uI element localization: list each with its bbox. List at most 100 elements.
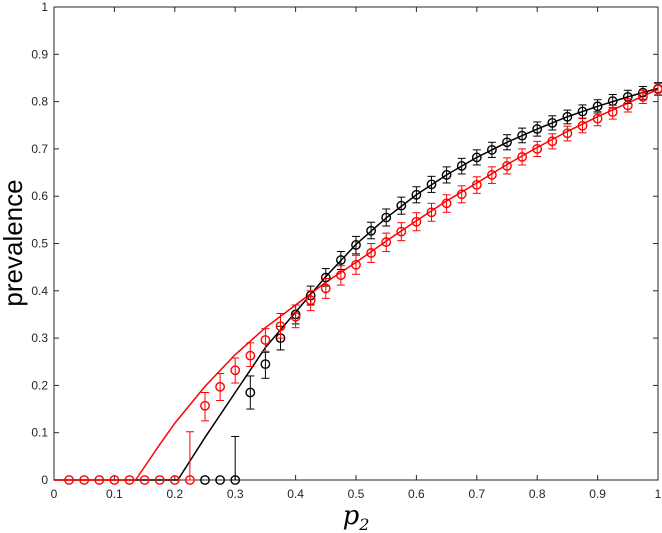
y-tick-label: 1 <box>41 0 48 14</box>
x-tick-label: 0.4 <box>287 487 304 501</box>
series-1-point <box>245 342 256 367</box>
series-0-point <box>260 351 271 379</box>
data-marker <box>562 128 573 139</box>
series-1-point <box>184 431 195 485</box>
data-marker <box>471 152 482 163</box>
data-marker <box>320 283 331 294</box>
data-marker <box>653 84 662 95</box>
data-marker <box>411 216 422 227</box>
x-axis-label: p2 <box>343 501 370 533</box>
series-1-point <box>562 125 573 142</box>
data-marker <box>79 475 90 485</box>
y-tick-label: 0.7 <box>31 142 48 156</box>
data-marker <box>517 152 527 162</box>
data-marker <box>411 189 422 200</box>
series-1-point <box>486 166 497 184</box>
y-tick-label: 0.2 <box>31 378 48 392</box>
series-0-point <box>426 175 437 193</box>
series-1-point <box>396 222 407 242</box>
data-marker <box>245 350 256 361</box>
x-tick-label: 0 <box>51 487 58 501</box>
series-1-point <box>200 391 210 422</box>
series-1-point <box>335 265 346 286</box>
data-marker <box>109 475 120 485</box>
data-marker <box>154 475 165 485</box>
x-axis-label-main: p <box>343 501 360 531</box>
series-0-point <box>562 109 573 125</box>
y-tick-label: 0.5 <box>31 237 48 251</box>
series-1-point <box>275 313 286 339</box>
data-marker <box>184 475 195 485</box>
series-0-point <box>366 221 376 240</box>
data-marker <box>200 400 210 411</box>
data-marker <box>366 248 376 258</box>
x-tick-label: 0.3 <box>227 487 244 501</box>
y-tick-label: 0.3 <box>31 331 48 345</box>
series-1-point <box>366 243 376 263</box>
series-1-point <box>290 304 301 329</box>
series-1-point <box>653 83 662 96</box>
series-0-point <box>486 141 497 158</box>
series-1-point <box>622 98 633 113</box>
series-1-point <box>260 328 271 352</box>
series-0-point <box>471 149 482 166</box>
data-marker <box>486 170 497 180</box>
series-1-point <box>124 475 135 485</box>
data-marker <box>215 381 226 392</box>
data-marker <box>547 117 558 128</box>
data-marker <box>532 124 543 134</box>
x-tick-label: 0.5 <box>348 487 365 501</box>
x-tick-label: 1 <box>655 487 662 501</box>
data-marker <box>381 212 392 223</box>
data-marker <box>290 311 301 322</box>
data-marker <box>94 475 105 485</box>
data-marker <box>592 101 603 112</box>
data-marker <box>502 137 512 148</box>
series-1-point <box>426 202 437 222</box>
series-1-point <box>441 194 452 213</box>
series-1-point <box>169 475 180 485</box>
y-tick-label: 0.8 <box>31 95 48 109</box>
series-1-point <box>109 475 120 485</box>
data-marker <box>577 106 588 117</box>
series-1-point <box>94 475 105 485</box>
series-1-point <box>139 475 150 485</box>
series-0-point <box>200 475 210 485</box>
series-0-point <box>245 375 256 410</box>
data-marker <box>366 225 376 236</box>
data-marker <box>456 161 467 171</box>
series-0-point <box>502 134 512 151</box>
series-1-point <box>381 232 392 253</box>
x-tick-label: 0.6 <box>408 487 425 501</box>
series-1-point <box>320 278 331 299</box>
series-1-point <box>411 212 422 232</box>
data-marker <box>547 136 558 147</box>
series-1-point <box>638 90 648 104</box>
series-1-point <box>517 148 527 166</box>
data-marker <box>456 189 467 200</box>
data-marker <box>426 179 437 190</box>
series-1-point <box>79 475 90 485</box>
series-0-point <box>396 196 407 215</box>
data-marker <box>426 207 437 218</box>
data-marker <box>486 144 497 155</box>
data-marker <box>562 111 573 122</box>
y-tick-label: 0.4 <box>31 284 48 298</box>
data-marker <box>351 240 361 250</box>
y-tick-label: 0.9 <box>31 47 48 61</box>
data-marker <box>622 100 633 111</box>
series-0-point <box>517 127 527 144</box>
y-axis-ticks: 0 0.1 0.2 0.3 0.4 0.5 0.6 0.7 0.8 0.9 1 <box>31 0 658 487</box>
series-0-point <box>381 208 392 227</box>
series-0-point <box>411 186 422 204</box>
data-marker <box>169 475 180 485</box>
series-1-point <box>577 118 588 134</box>
series-1-point <box>471 176 482 194</box>
data-marker <box>532 143 543 154</box>
data-marker <box>64 475 75 485</box>
data-marker <box>592 113 603 124</box>
data-marker <box>607 107 618 117</box>
data-marker <box>139 475 150 485</box>
x-tick-label: 0.7 <box>468 487 485 501</box>
